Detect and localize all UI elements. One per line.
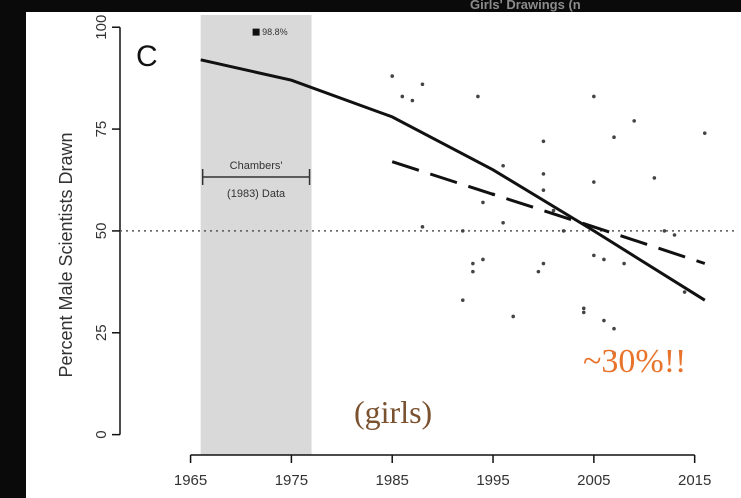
data-point-13 bbox=[501, 163, 505, 168]
x-tick-label-1995: 1995 bbox=[476, 472, 509, 489]
data-point-20 bbox=[541, 261, 546, 266]
data-point-39 bbox=[702, 131, 707, 135]
header-strip bbox=[26, 0, 741, 12]
y-tick-label-100: 100 bbox=[93, 15, 110, 40]
data-point-15 bbox=[511, 314, 515, 319]
chambers-point-marker bbox=[252, 28, 260, 36]
group-annotation: (girls) bbox=[354, 394, 432, 430]
data-point-11 bbox=[481, 200, 485, 205]
callout-annotation: ~30%!! bbox=[583, 343, 686, 380]
data-point-21 bbox=[551, 208, 556, 213]
y-tick-label-25: 25 bbox=[93, 324, 110, 341]
data-point-9 bbox=[476, 94, 480, 99]
data-point-18 bbox=[541, 172, 546, 176]
x-tick-label-2005: 2005 bbox=[577, 472, 610, 489]
x-tick-label-1985: 1985 bbox=[376, 472, 409, 489]
data-point-8 bbox=[471, 269, 475, 274]
data-point-10 bbox=[481, 257, 485, 262]
data-point-29 bbox=[602, 318, 606, 323]
data-point-28 bbox=[602, 257, 606, 262]
trend-line-dashed bbox=[391, 160, 706, 265]
x-tick-label-1975: 1975 bbox=[275, 472, 308, 489]
chambers-shaded-region bbox=[200, 15, 312, 455]
shaded-region-label-line2: (1983) Data bbox=[227, 188, 286, 200]
data-point-31 bbox=[612, 351, 616, 355]
data-point-6 bbox=[460, 298, 465, 302]
data-point-5 bbox=[460, 229, 465, 233]
shaded-region-label-line1: Chambers' bbox=[230, 160, 283, 172]
data-point-16 bbox=[536, 269, 541, 274]
data-point-23 bbox=[581, 306, 586, 311]
figure-panel-left-gap bbox=[26, 0, 38, 498]
trend-line-solid bbox=[200, 58, 706, 302]
x-tick-label-2015: 2015 bbox=[678, 472, 711, 489]
data-point-35 bbox=[652, 176, 657, 180]
y-tick-label-0: 0 bbox=[93, 430, 110, 438]
data-point-32 bbox=[612, 326, 616, 331]
data-point-22 bbox=[561, 229, 566, 233]
y-tick-label-75: 75 bbox=[93, 121, 110, 138]
panel-label: C bbox=[136, 40, 158, 73]
data-point-4 bbox=[420, 225, 425, 229]
data-point-33 bbox=[622, 261, 626, 266]
data-point-34 bbox=[632, 119, 636, 123]
data-point-17 bbox=[541, 139, 546, 144]
data-point-2 bbox=[410, 98, 415, 103]
data-point-1 bbox=[400, 94, 405, 99]
data-point-0 bbox=[390, 74, 395, 78]
y-tick-label-50: 50 bbox=[93, 223, 110, 240]
data-point-26 bbox=[592, 180, 596, 184]
chambers-point-label: 98.8% bbox=[262, 27, 288, 37]
data-point-30 bbox=[612, 135, 616, 140]
data-point-24 bbox=[581, 310, 586, 315]
data-point-38 bbox=[682, 290, 687, 294]
x-tick-label-1965: 1965 bbox=[174, 472, 207, 489]
data-point-3 bbox=[420, 82, 425, 87]
data-point-27 bbox=[592, 253, 596, 258]
y-axis-label: Percent Male Scientists Drawn bbox=[56, 132, 76, 377]
data-point-14 bbox=[501, 220, 505, 225]
data-point-7 bbox=[471, 261, 475, 266]
data-point-37 bbox=[672, 233, 677, 237]
data-point-25 bbox=[592, 94, 596, 99]
data-point-36 bbox=[662, 229, 667, 233]
data-point-19 bbox=[541, 188, 546, 192]
chart-header-partial: Girls' Drawings (n bbox=[470, 0, 581, 12]
